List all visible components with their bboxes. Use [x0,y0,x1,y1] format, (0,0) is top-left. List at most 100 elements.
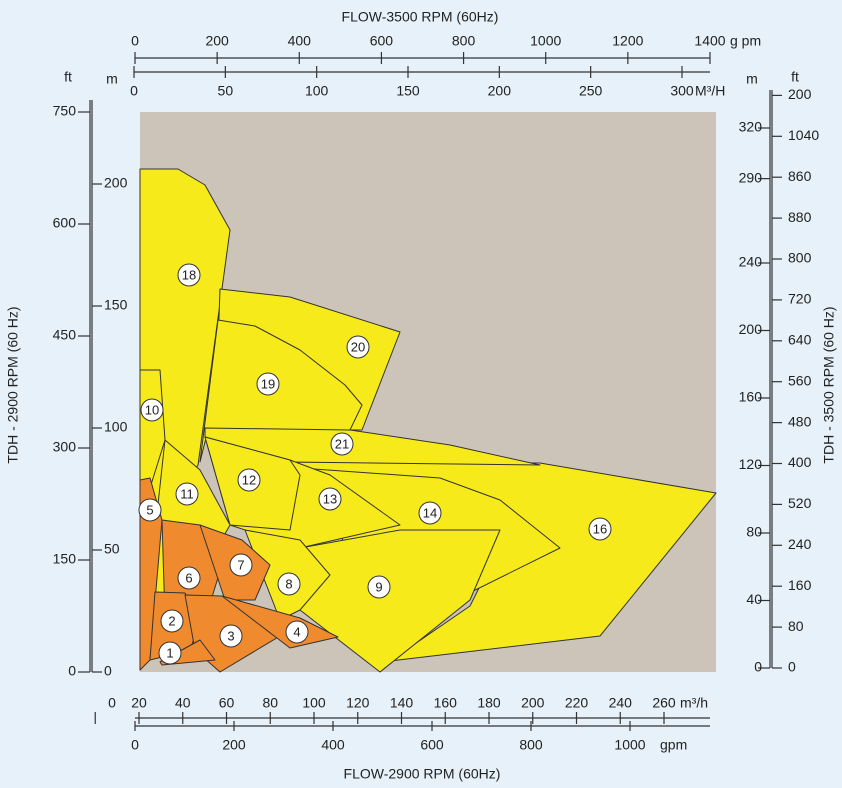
region-label: 5 [146,502,153,517]
tick-label: 0 [788,659,796,675]
region-badge [160,609,184,633]
region-badge [138,498,162,522]
tick-label: 480 [788,413,812,429]
tick-label: 160 [739,389,763,405]
tick-label: 1000 [530,33,561,49]
region-label: 13 [323,491,337,506]
tick-label: 290 [739,169,763,185]
tick-label: 40 [175,695,191,711]
tick-label: 320 [739,119,763,135]
region-label: 20 [351,339,365,354]
region-badge [256,372,280,396]
region-label: 9 [375,579,382,594]
region-label: 2 [168,613,175,628]
tick-label: 80 [262,695,278,711]
tick-label: 800 [519,737,543,753]
tick-label: 60 [219,695,235,711]
tick-label: 200 [739,321,763,337]
tick-label: 120 [739,456,763,472]
tick-label: 300 [670,83,694,99]
tick-label: 1000 [614,737,645,753]
tick-label: 80 [788,618,804,634]
tick-label: 0 [131,737,139,753]
region-label: 8 [285,576,292,591]
tick-label: 180 [477,695,501,711]
tick-label: 860 [788,168,812,184]
tick-label: 750 [53,103,77,119]
region-badge [588,517,612,541]
axis-unit: g pm [730,33,761,49]
region-badge [229,553,253,577]
tick-label: 0 [68,663,76,679]
region-label: 4 [293,624,300,639]
region-label: 19 [261,376,275,391]
tick-label: 240 [739,254,763,270]
region-badge [367,575,391,599]
region-badge [418,501,442,525]
tick-label: 800 [788,250,812,266]
region-badge [177,566,201,590]
tick-label: 200 [521,695,545,711]
region-label: 10 [145,402,159,417]
region-badge [318,487,342,511]
tick-label: 400 [788,454,812,470]
tick-label: 200 [104,175,128,191]
tick-label: 600 [53,215,77,231]
region-badge [219,624,243,648]
tick-label: 800 [452,33,476,49]
tick-label: 0 [131,33,139,49]
tick-label: 1400 [694,33,725,49]
region-badge [158,641,182,665]
axis-unit: m [106,71,118,87]
region-label: 6 [185,570,192,585]
tick-label: 200 [788,86,812,102]
tick-label: 40 [746,591,762,607]
tick-label: 0 [754,659,762,675]
tick-label: 600 [420,737,444,753]
tick-label: 50 [104,541,120,557]
region-badge [237,468,261,492]
tick-label: 0 [130,83,138,99]
left-axis-title: TDH - 2900 RPM (60 Hz) [5,306,21,463]
axis-unit: ft [64,69,72,85]
tick-label: 400 [288,33,312,49]
tick-label: 520 [788,495,812,511]
region-label: 14 [423,505,437,520]
tick-label: 50 [218,83,234,99]
region-badge [140,398,164,422]
tick-label: 100 [305,83,329,99]
tick-label: 640 [788,332,812,348]
tick-label: 0 [108,695,116,711]
right-axis-title: TDH - 3500 RPM (60 Hz) [821,306,837,463]
top-axis-title: FLOW-3500 RPM (60Hz) [342,9,499,25]
region-label: 7 [237,557,244,572]
axis-unit: ft [791,69,799,85]
axis-unit: M³/H [695,83,725,99]
region-badge [346,335,370,359]
tick-label: 200 [222,737,246,753]
tick-label: 80 [746,524,762,540]
tick-label: 260 [652,695,676,711]
tick-label: 150 [53,551,77,567]
tick-label: 200 [488,83,512,99]
tick-label: 150 [104,297,128,313]
region-label: 21 [335,436,349,451]
region [199,319,363,463]
tick-label: 1040 [788,127,819,143]
region-label: 12 [242,472,256,487]
tick-label: 880 [788,209,812,225]
tick-label: 720 [788,291,812,307]
region-label: 3 [227,628,234,643]
tick-label: 400 [321,737,345,753]
region-label: 11 [180,486,194,501]
region-label: 1 [166,645,173,660]
axis-unit: gpm [660,737,687,753]
tick-label: 1200 [612,33,643,49]
tick-label: 240 [788,536,812,552]
tick-label: 160 [434,695,458,711]
region-label: 18 [182,267,196,282]
tick-label: 150 [396,83,420,99]
tick-label: 100 [302,695,326,711]
region-badge [177,263,201,287]
